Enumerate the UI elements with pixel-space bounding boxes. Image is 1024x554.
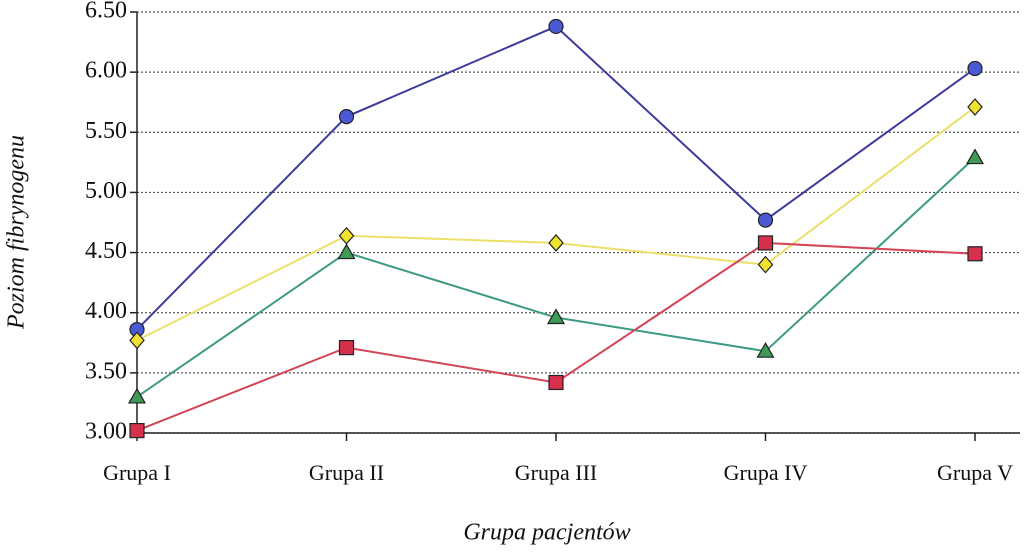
y-axis-title: Poziom fibrynogenu bbox=[4, 135, 30, 330]
x-tick-label: Grupa II bbox=[309, 460, 384, 485]
series-line bbox=[136, 241, 976, 432]
y-tick-label: 6.00 bbox=[85, 58, 127, 84]
y-tick-label: 5.50 bbox=[85, 118, 127, 144]
point bbox=[757, 212, 774, 228]
y-tick-label: 4.00 bbox=[85, 298, 127, 324]
x-tick-label: Grupa V bbox=[937, 460, 1013, 485]
point bbox=[967, 246, 983, 262]
point bbox=[756, 341, 775, 358]
y-tick-label: 6.50 bbox=[85, 0, 127, 24]
y-tick-label: 5.00 bbox=[85, 178, 127, 204]
point bbox=[127, 387, 147, 404]
y-tick-label: 4.50 bbox=[85, 238, 127, 264]
series-line bbox=[136, 106, 976, 342]
point bbox=[965, 148, 985, 165]
point bbox=[757, 235, 774, 251]
x-tick-label: Grupa IV bbox=[724, 460, 808, 485]
point bbox=[129, 422, 145, 439]
point bbox=[338, 339, 355, 356]
y-tick-label: 3.50 bbox=[85, 358, 127, 384]
point bbox=[337, 243, 356, 260]
x-tick-label: Grupa III bbox=[515, 460, 597, 485]
point bbox=[546, 308, 566, 325]
x-axis-title: Grupa pacjentów bbox=[463, 520, 630, 546]
x-tick-label: Grupa I bbox=[103, 460, 171, 485]
point bbox=[548, 18, 564, 35]
point bbox=[129, 331, 145, 350]
point bbox=[967, 98, 983, 116]
point bbox=[967, 60, 983, 77]
y-tick-label: 3.00 bbox=[85, 419, 127, 445]
point bbox=[338, 109, 355, 125]
point bbox=[757, 255, 774, 274]
point bbox=[548, 234, 564, 252]
point bbox=[338, 226, 355, 245]
point bbox=[548, 374, 564, 391]
